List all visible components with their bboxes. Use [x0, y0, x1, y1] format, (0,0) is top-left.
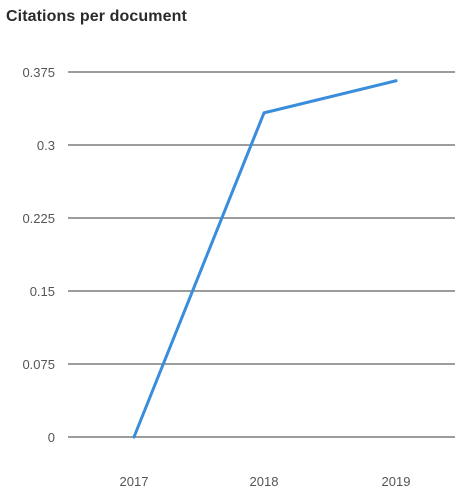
y-tick-label-4: 0.3: [37, 138, 55, 153]
data-point-0-0: [132, 435, 136, 439]
y-tick-label-1: 0.075: [22, 357, 55, 372]
x-tick-label-2: 2019: [382, 474, 411, 489]
data-point-0-2: [394, 79, 398, 83]
x-tick-label-0: 2017: [120, 474, 149, 489]
series-line-0: [132, 79, 398, 439]
chart-title: Citations per document: [6, 8, 187, 25]
x-tick-label-1: 2018: [250, 474, 279, 489]
data-point-0-1: [262, 111, 266, 115]
y-tick-label-5: 0.375: [22, 65, 55, 80]
y-tick-label-2: 0.15: [30, 284, 55, 299]
y-tick-label-0: 0: [48, 430, 55, 445]
y-tick-label-3: 0.225: [22, 211, 55, 226]
